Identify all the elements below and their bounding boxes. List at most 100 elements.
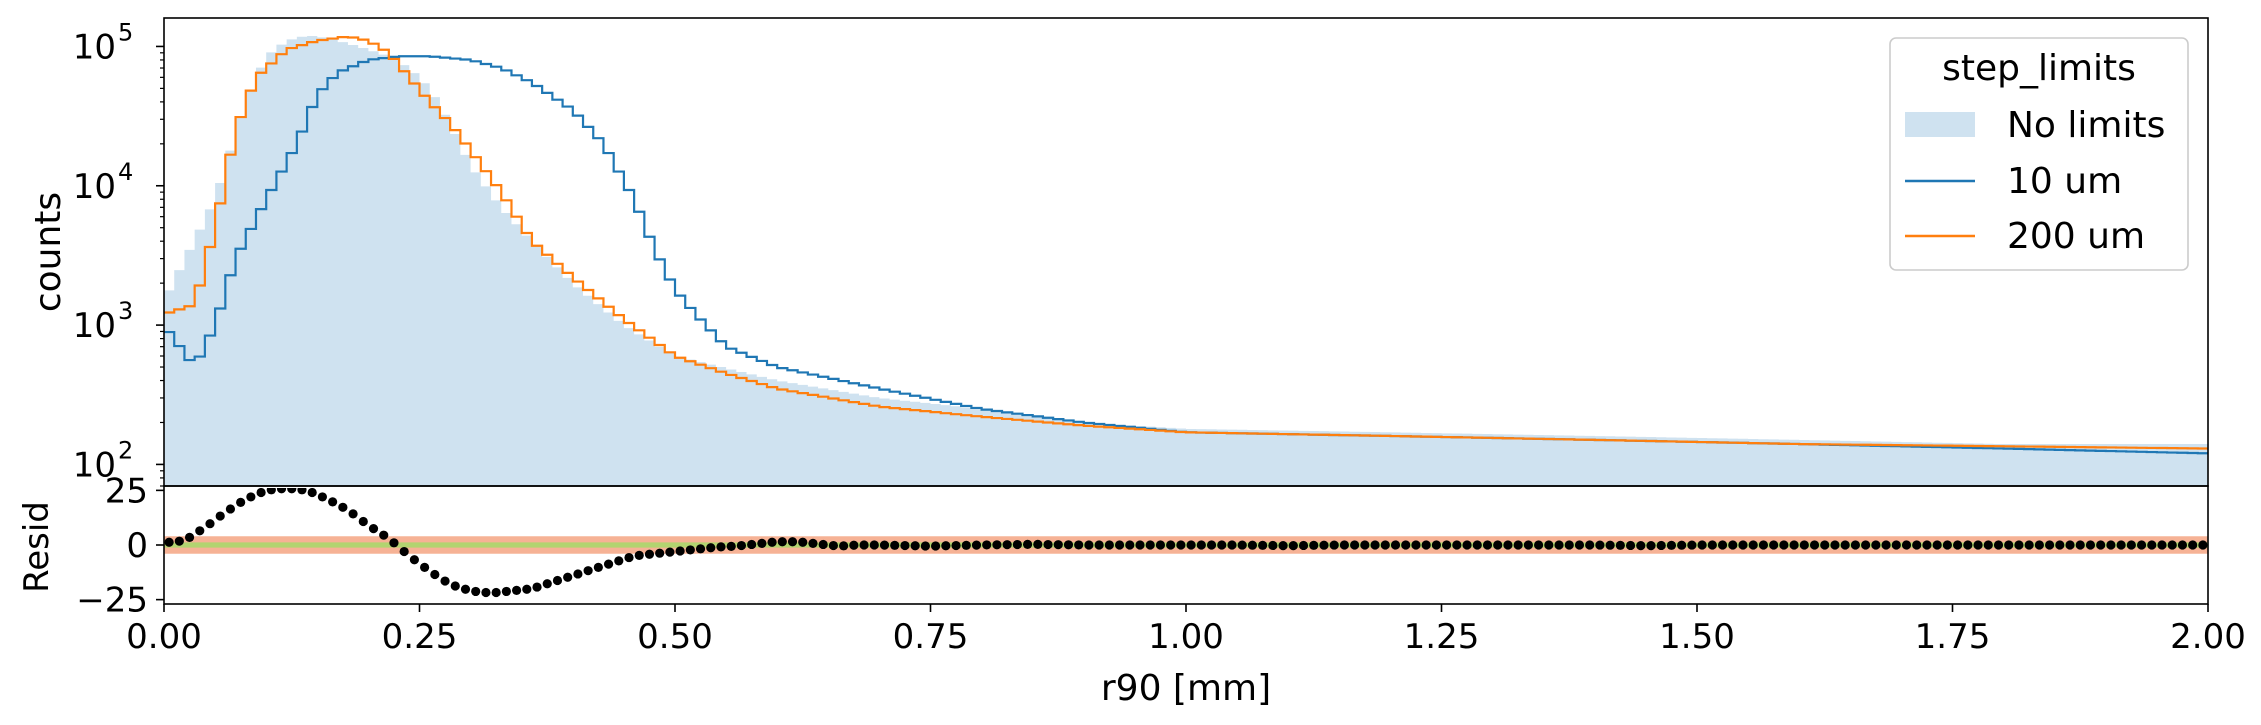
residual-point	[2075, 540, 2085, 550]
histogram-y-tick-exponent: 4	[118, 158, 133, 186]
residual-point	[593, 562, 603, 572]
residual-point	[849, 540, 859, 550]
residual-point	[941, 541, 951, 551]
histogram-y-tick-exponent: 3	[118, 297, 133, 325]
residual-point	[1145, 540, 1155, 550]
residual-point	[563, 572, 573, 582]
residual-point	[1472, 540, 1482, 550]
residual-point	[1564, 540, 1574, 550]
residual-point	[420, 562, 430, 572]
residual-point	[491, 587, 501, 598]
x-tick-label: 0.00	[126, 617, 202, 657]
residual-point	[1769, 540, 1779, 550]
residual-point	[1912, 540, 1922, 550]
residual-point	[1789, 540, 1799, 550]
residual-point	[1401, 540, 1411, 550]
residual-point	[1850, 540, 1861, 550]
residual-point	[2198, 540, 2208, 550]
residual-point	[869, 540, 879, 550]
residual-point	[1022, 539, 1033, 550]
residual-point	[552, 575, 563, 586]
residual-point	[931, 541, 941, 551]
residual-point	[1411, 540, 1421, 550]
residual-point	[1350, 540, 1360, 550]
residual-point	[1094, 540, 1104, 550]
residual-point	[634, 550, 644, 560]
residual-point	[1533, 540, 1544, 550]
residual-point	[358, 516, 368, 527]
residual-point	[1431, 540, 1441, 550]
residual-point	[1033, 539, 1043, 550]
residual-point	[798, 537, 808, 547]
residual-point	[2065, 540, 2075, 550]
x-tick-label: 1.75	[1915, 617, 1991, 657]
histogram-series-group	[164, 36, 2208, 486]
residual-point	[890, 540, 900, 550]
residual-point	[951, 540, 961, 551]
residual-point	[1973, 540, 1983, 550]
residual-point	[1625, 540, 1636, 551]
residual-point	[276, 488, 287, 494]
residual-point	[1830, 540, 1840, 550]
residual-point	[328, 497, 338, 507]
residual-point	[164, 537, 174, 547]
residual-point	[225, 504, 236, 514]
residual-point	[1636, 540, 1646, 551]
residual-point	[1125, 540, 1135, 550]
residual-point	[1605, 540, 1615, 550]
residual-y-tick-label: 25	[105, 471, 148, 511]
residual-point	[1595, 540, 1605, 550]
residual-point	[655, 548, 665, 558]
residual-point	[1237, 540, 1247, 550]
residual-point	[348, 509, 358, 519]
residual-point	[195, 526, 205, 536]
residual-point	[1993, 540, 2004, 550]
residual-points	[164, 488, 2208, 598]
residual-point	[338, 502, 348, 512]
residual-point	[1462, 540, 1472, 550]
residual-point	[787, 537, 798, 547]
residual-point	[1074, 540, 1084, 550]
histogram-step-200-um	[164, 36, 2208, 450]
residual-point	[1268, 540, 1278, 551]
residual-point	[2106, 540, 2116, 550]
residual-point	[1043, 539, 1053, 550]
x-tick-label: 2.00	[2170, 617, 2246, 657]
x-tick-label: 0.75	[893, 617, 969, 657]
residual-point	[1176, 540, 1186, 550]
residual-point	[1544, 540, 1554, 550]
residual-point	[215, 511, 225, 521]
residual-point	[1748, 540, 1758, 550]
residual-point	[900, 540, 910, 551]
residual-point	[2096, 540, 2106, 550]
residual-point	[1697, 540, 1707, 550]
residual-point	[695, 544, 706, 554]
residual-point	[1247, 540, 1258, 550]
residual-point	[2085, 540, 2096, 550]
residual-point	[1166, 540, 1176, 550]
residual-point	[644, 549, 655, 559]
residual-point	[1114, 540, 1125, 550]
residual-bands	[164, 536, 2208, 554]
residual-point	[1278, 540, 1288, 551]
legend: step_limits No limits 10 um 200 um	[1889, 37, 2189, 271]
residual-point	[828, 540, 839, 551]
residual-point	[1360, 540, 1370, 550]
residual-point	[624, 552, 634, 563]
residual-point	[532, 582, 542, 592]
residual-point	[982, 540, 992, 550]
residual-point	[1482, 540, 1493, 550]
residual-point	[2116, 540, 2126, 550]
residual-point	[368, 524, 379, 534]
histogram-y-tick-exponent: 2	[118, 436, 133, 464]
residual-point	[246, 492, 256, 502]
residual-point	[2136, 540, 2147, 550]
histogram-y-tick-label: 10	[73, 167, 116, 207]
residual-point	[1677, 540, 1687, 550]
x-tick-label: 1.50	[1659, 617, 1735, 657]
residual-point	[1953, 540, 1963, 550]
residual-point	[1002, 540, 1012, 550]
legend-label-no-limits: No limits	[2007, 105, 2165, 146]
